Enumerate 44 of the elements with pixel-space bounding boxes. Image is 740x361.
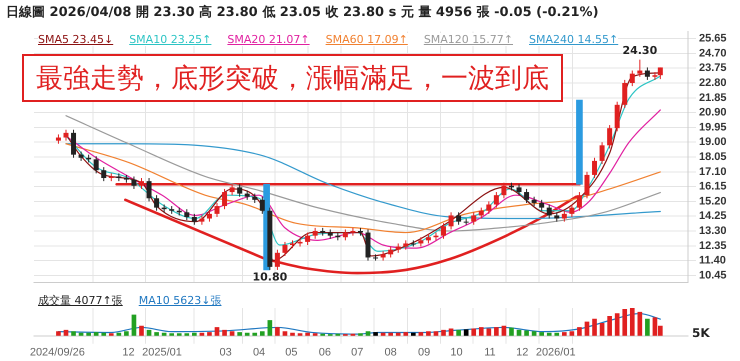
x-tick-label: 12 (122, 346, 135, 358)
text: SMA60 17.09↑ (326, 32, 408, 46)
y-tick-label: 12.35 (699, 240, 727, 252)
annotation: 10.80 (252, 270, 288, 284)
x-tick-label: 06 (318, 346, 331, 358)
text: SMA120 15.77↑ (424, 32, 514, 46)
x-tick-label: 2024/09/26 (30, 346, 85, 358)
annotation: 24.30 (622, 44, 658, 57)
x-tick-label: 11 (484, 346, 496, 358)
y-tick-label: 16.15 (699, 180, 727, 193)
series-label: 成交量 4077↑張 (38, 293, 123, 308)
y-tick-label: 23.75 (699, 62, 727, 74)
text: 5K (692, 326, 710, 340)
y-tick-label: 22.80 (699, 77, 727, 90)
series-label: MA10 5623↓張 (138, 293, 222, 308)
y-tick-label: 19.95 (699, 121, 727, 134)
annotation: 最強走勢，底形突破，漲幅滿足，一波到底 (22, 54, 563, 102)
x-tick-label: 09 (418, 346, 430, 358)
y-tick-label: 20.90 (699, 106, 727, 119)
x-tick-label: 12 (516, 346, 528, 358)
y-tick-label: 18.05 (699, 151, 727, 164)
x-tick-label: 2025/01 (142, 346, 182, 358)
x-tick-label: 2026/01 (536, 346, 576, 358)
text: SMA240 14.55↑ (529, 32, 618, 46)
y-tick-label: 21.85 (699, 92, 727, 104)
y-tick-label: 15.20 (699, 195, 727, 208)
text: SMA20 21.07↑ (227, 32, 310, 46)
y-tick-label: 13.30 (699, 225, 727, 238)
y-tick-label: 10.45 (699, 269, 727, 282)
y-tick-label: 25.65 (699, 32, 727, 45)
y-tick-label: 14.25 (699, 210, 727, 222)
y-tick-label: 11.40 (699, 254, 726, 267)
y-tick-label: 24.70 (699, 47, 727, 60)
text: SMA10 23.25↑ (129, 32, 212, 46)
x-tick-label: 04 (252, 346, 266, 358)
x-tick-label: 10 (450, 346, 463, 358)
x-tick-label: 05 (285, 346, 298, 358)
text: SMA5 23.45↓ (38, 32, 114, 46)
y-tick-label: 17.10 (699, 166, 727, 178)
x-tick-label: 03 (220, 346, 232, 358)
x-tick-label: 07 (351, 346, 364, 358)
y-tick-label: 19.00 (699, 136, 727, 148)
x-tick-label: 08 (384, 346, 397, 358)
chart-title: 日線圖 2026/04/08 開 23.30 高 23.80 低 23.05 收 23.80 s 元 量 4956 張 -0.05 (-0.21%) (6, 4, 599, 21)
